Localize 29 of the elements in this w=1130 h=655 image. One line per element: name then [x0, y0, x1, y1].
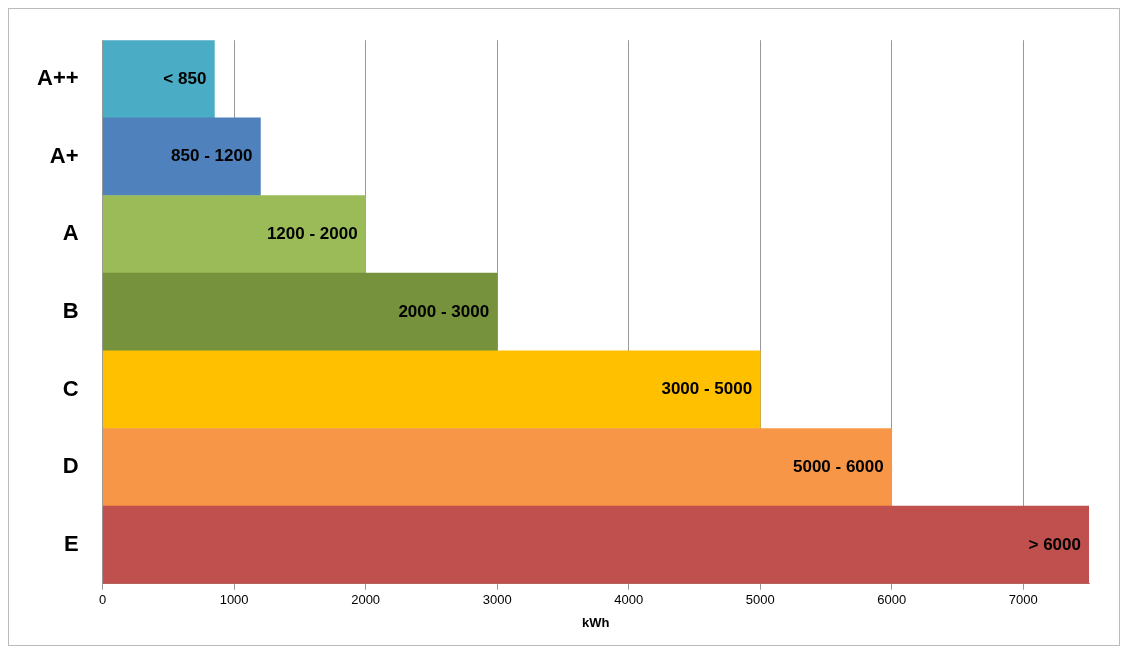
x-tick-label: 3000	[482, 592, 512, 608]
x-tick-label: 6000	[877, 592, 907, 608]
annotation: 850 - 1200	[171, 146, 253, 166]
y-tick-label: C	[62, 375, 79, 401]
annotation: > 6000	[1028, 534, 1081, 554]
y-tick-label: D	[62, 453, 79, 479]
x-tick-label: 0	[98, 592, 107, 608]
annotation: 1200 - 2000	[266, 224, 358, 244]
bar	[102, 350, 761, 429]
bar	[102, 40, 215, 119]
bar	[102, 117, 261, 196]
x-tick-label: 5000	[745, 592, 775, 608]
y-tick-label: E	[63, 531, 79, 557]
x-tick-label: 2000	[351, 592, 381, 608]
x-tick-label: 4000	[614, 592, 644, 608]
annotation: 2000 - 3000	[398, 301, 490, 321]
bar	[102, 428, 893, 507]
y-tick-label: A	[62, 220, 79, 246]
y-tick-label: B	[62, 298, 79, 324]
bar	[102, 195, 366, 274]
x-axis-title: kWh	[582, 614, 610, 630]
bar	[102, 272, 498, 352]
x-tick-label: 7000	[1008, 592, 1038, 608]
y-tick-label: A++	[36, 65, 79, 91]
annotation: < 850	[163, 68, 207, 88]
x-tick-label: 1000	[219, 592, 249, 608]
y-tick-label: A+	[49, 142, 79, 168]
annotation: 3000 - 5000	[661, 379, 753, 399]
annotation: 5000 - 6000	[792, 457, 884, 476]
